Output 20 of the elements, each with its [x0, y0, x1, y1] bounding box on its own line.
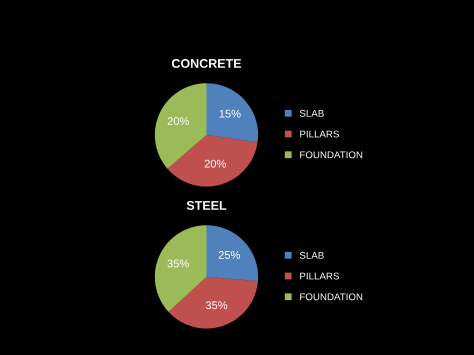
legend-label: FOUNDATION: [300, 293, 362, 300]
slice-label: SLAB: [300, 252, 324, 259]
data-label: 15%: [220, 110, 241, 118]
data-label: 35%: [167, 260, 189, 268]
pie-slice: [206, 83, 258, 142]
chart-title: CONCRETE: [172, 59, 242, 68]
legend-label: FOUNDATION: [300, 151, 362, 158]
pie-slice: [154, 83, 206, 169]
data-label: 35%: [206, 301, 228, 310]
pie-slice: [168, 276, 258, 329]
pie-slice: [206, 225, 258, 282]
data-label: 25%: [218, 251, 240, 259]
data-label: 20%: [204, 160, 226, 168]
data-label: 20%: [168, 117, 190, 126]
chart-title: STEEL: [186, 201, 226, 210]
pie-slice: [167, 134, 258, 187]
pie-slice: [154, 225, 206, 312]
legend-label: SLAB: [300, 110, 324, 117]
legend-label: PILLARS: [300, 272, 339, 280]
legend-label: PILLARS: [300, 130, 339, 138]
